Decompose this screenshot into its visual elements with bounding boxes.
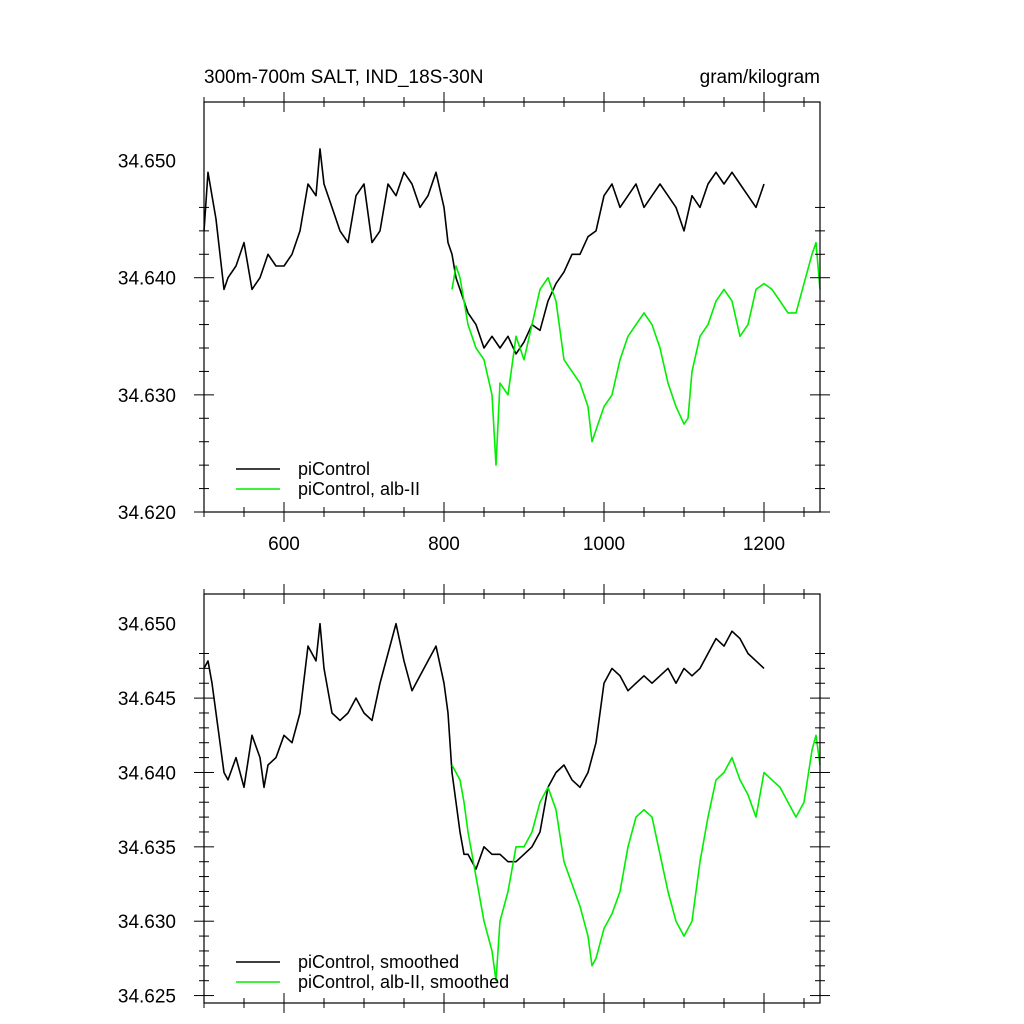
legend-label-2: piControl, alb-II [298, 479, 420, 499]
y-tick-label: 34.650 [118, 152, 176, 173]
y-tick-label: 34.630 [118, 912, 176, 933]
chart-units: gram/kilogram [700, 67, 820, 88]
chart-title: 300m-700m SALT, IND_18S-30N [204, 67, 484, 88]
series-line-1 [203, 148, 765, 355]
x-tick-label: 1000 [583, 534, 625, 555]
x-tick-label: 1200 [743, 534, 785, 555]
plot-frame [203, 593, 821, 1004]
legend-label-1: piControl [298, 459, 370, 479]
y-tick-label: 34.640 [118, 763, 176, 784]
y-tick-label: 34.650 [118, 615, 176, 636]
legend-label-2: piControl, alb-II, smoothed [298, 972, 509, 992]
series-line-1 [203, 622, 765, 870]
plot-frame [203, 101, 821, 513]
y-tick-label: 34.625 [118, 987, 176, 1008]
y-tick-label: 34.640 [118, 269, 176, 290]
y-tick-label: 34.645 [118, 689, 176, 710]
x-tick-label: 600 [268, 534, 300, 555]
y-tick-label: 34.620 [118, 503, 176, 524]
bottom-panel: 34.625 34.630 34.635 34.640 34.645 34.650 piCo… [118, 584, 830, 1013]
y-tick-label: 34.630 [118, 386, 176, 407]
series-line-2 [451, 241, 821, 466]
series-line-2 [451, 734, 821, 982]
x-tick-label: 800 [428, 534, 460, 555]
y-tick-label: 34.635 [118, 838, 176, 859]
legend-label-1: piControl, smoothed [298, 952, 459, 972]
top-panel: 600 800 1000 1200 34.620 34.630 34.640 34.650 pi… [118, 92, 830, 555]
